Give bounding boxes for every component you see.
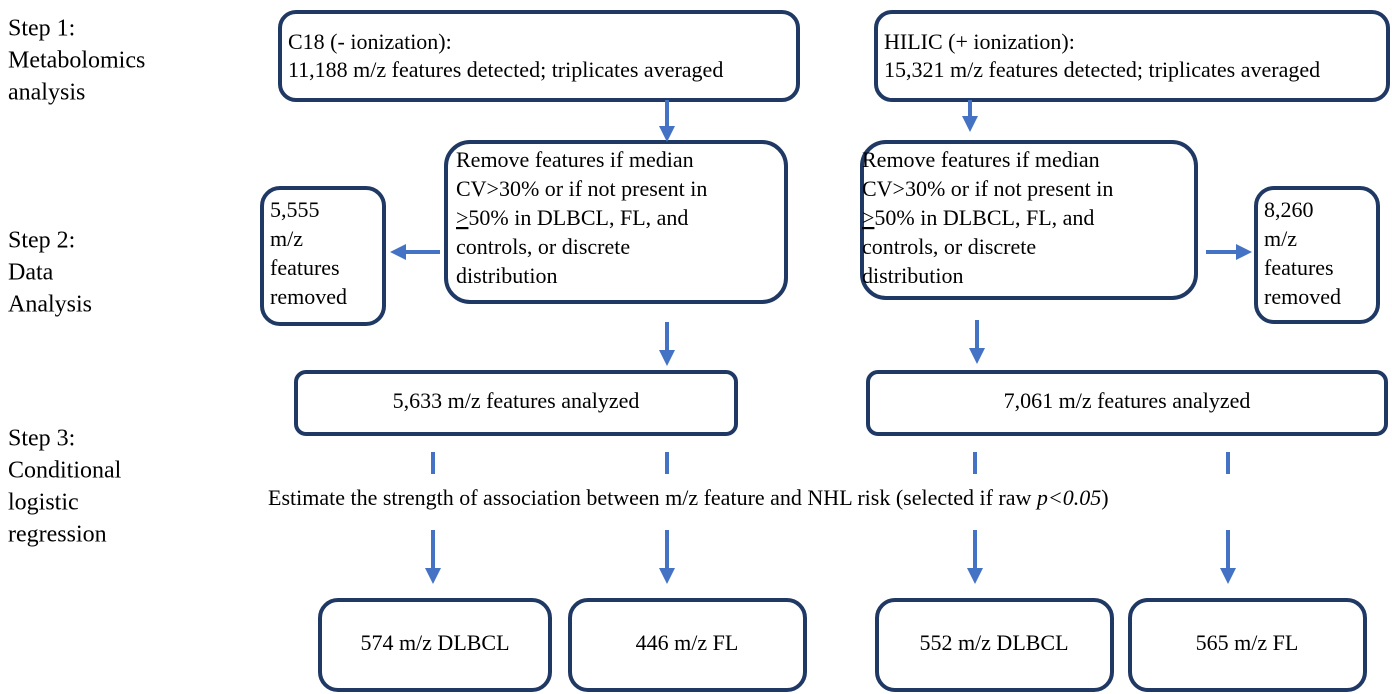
estimate-text: Estimate the strength of association bet… [268, 485, 1109, 510]
boxes [260, 10, 1390, 692]
box-label: 7,061 m/z features analyzed [1004, 388, 1251, 413]
box-label: 565 m/z FL [1196, 630, 1299, 655]
box-removed-right [1254, 186, 1380, 324]
underlined-symbol: > [862, 205, 874, 230]
box-out3 [875, 598, 1114, 692]
step-label: Data [8, 260, 54, 286]
box-text: controls, or discrete [862, 234, 1036, 259]
box-label: 574 m/z DLBCL [360, 630, 509, 655]
box-label: 5,633 m/z features analyzed [393, 388, 640, 413]
box-analyzed-left [294, 370, 738, 436]
box-text: 15,321 m/z features detected; triplicate… [884, 57, 1320, 82]
step-label: Conditional [8, 458, 122, 484]
box-text: 8,260 [1264, 197, 1314, 222]
step-label: Step 1: [8, 16, 75, 42]
box-text: distribution [456, 263, 557, 288]
box-hilic [874, 10, 1390, 102]
arrows [390, 100, 1252, 584]
underlined-symbol: > [456, 205, 468, 230]
box-text: CV>30% or if not present in [862, 176, 1113, 201]
box-text: Remove features if median [862, 147, 1100, 172]
box-text: 11,188 m/z features detected; triplicate… [288, 57, 723, 82]
step-label: logistic [8, 490, 79, 516]
box-text: removed [270, 284, 347, 309]
box-filter-right [860, 140, 1198, 300]
estimate-main: Estimate the strength of association bet… [268, 485, 1037, 510]
step-label: analysis [8, 80, 85, 106]
box-text: C18 (- ionization): [288, 29, 452, 54]
box-text: features [270, 255, 340, 280]
box-c18 [278, 10, 800, 102]
box-text: Remove features if median [456, 147, 694, 172]
estimate-italic: p<0.05 [1035, 485, 1101, 510]
step-label: Step 3: [8, 426, 75, 452]
box-text: controls, or discrete [456, 234, 630, 259]
box-filter-left [444, 140, 788, 304]
step-label: regression [8, 522, 107, 548]
box-out1 [318, 598, 552, 692]
estimate-end: ) [1101, 485, 1108, 510]
box-text: HILIC (+ ionization): [884, 29, 1075, 54]
box-label: 446 m/z FL [636, 630, 739, 655]
box-text: >50% in DLBCL, FL, and [456, 205, 688, 230]
box-out4 [1128, 598, 1367, 692]
box-text-line: 50% in DLBCL, FL, and [874, 205, 1094, 230]
box-removed-left [260, 186, 386, 326]
box-text: m/z [270, 226, 303, 251]
box-out2 [568, 598, 807, 692]
box-text-line: 50% in DLBCL, FL, and [468, 205, 688, 230]
step-label: Metabolomics [8, 48, 145, 74]
box-text: removed [1264, 284, 1341, 309]
box-text: distribution [862, 263, 963, 288]
box-text: CV>30% or if not present in [456, 176, 707, 201]
box-text: m/z [1264, 226, 1297, 251]
box-text: features [1264, 255, 1334, 280]
step-label: Analysis [8, 292, 92, 318]
box-label: 552 m/z DLBCL [919, 630, 1068, 655]
step-label: Step 2: [8, 228, 75, 254]
box-text: 5,555 [270, 197, 320, 222]
box-text: >50% in DLBCL, FL, and [862, 205, 1094, 230]
box-analyzed-right [866, 370, 1388, 436]
